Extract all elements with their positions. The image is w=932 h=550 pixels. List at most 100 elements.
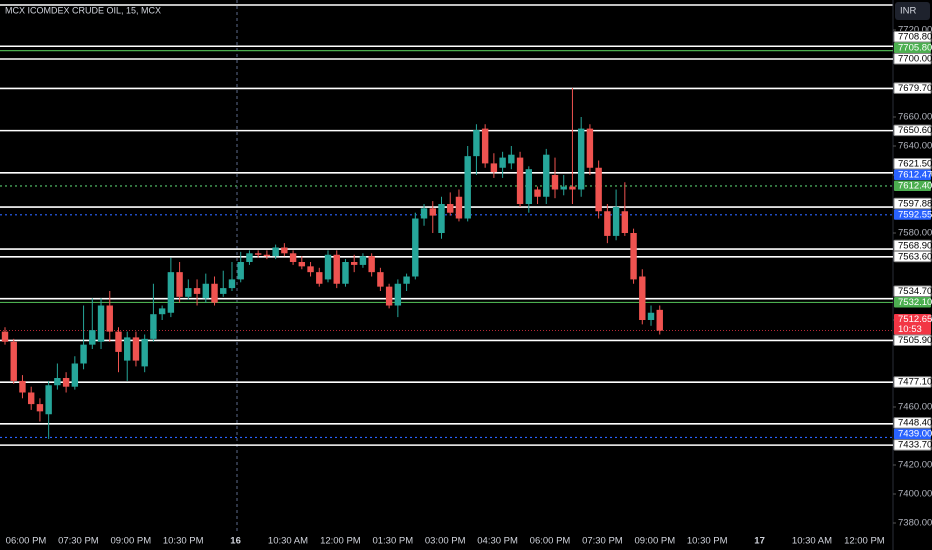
price-label: 7705.80 bbox=[898, 43, 932, 54]
price-label: 7621.50 bbox=[898, 159, 932, 170]
candle-body bbox=[420, 208, 428, 219]
price-label-box bbox=[893, 439, 932, 451]
candle-body bbox=[429, 208, 436, 216]
x-tick-label: 06:00 PM bbox=[6, 536, 47, 547]
y-tick-label: 7660.00 bbox=[898, 112, 932, 123]
candle-body bbox=[656, 309, 663, 331]
x-tick-label: 09:00 PM bbox=[110, 536, 151, 547]
candle-body bbox=[141, 338, 148, 367]
currency[interactable]: INR bbox=[900, 6, 917, 17]
price-label-box bbox=[894, 180, 931, 192]
candle-body bbox=[263, 254, 271, 257]
candle-body bbox=[289, 253, 297, 262]
candle-body bbox=[342, 262, 349, 284]
candle-body bbox=[89, 330, 96, 345]
x-tick-label: 03:00 PM bbox=[425, 536, 466, 547]
price-label-box bbox=[893, 417, 932, 429]
candle-body bbox=[124, 337, 131, 361]
x-tick-label: 10:30 PM bbox=[687, 536, 728, 547]
candle-body bbox=[19, 380, 26, 393]
x-tick-label: 10:30 AM bbox=[792, 536, 832, 547]
candle-body bbox=[132, 337, 140, 361]
candle-body bbox=[281, 247, 288, 254]
candle-body bbox=[150, 314, 157, 339]
x-tick-label: 06:00 PM bbox=[530, 536, 571, 547]
candle-body bbox=[612, 206, 620, 236]
price-label-box bbox=[894, 296, 931, 308]
price-label-box bbox=[893, 31, 932, 43]
candle-body bbox=[447, 204, 454, 213]
currency-box[interactable] bbox=[895, 2, 930, 20]
candle-body bbox=[324, 254, 332, 280]
y-tick-label: 7640.00 bbox=[898, 141, 932, 152]
candle-body bbox=[403, 276, 410, 284]
candle-body bbox=[481, 128, 489, 164]
candle-body bbox=[473, 130, 480, 157]
candle-body bbox=[595, 167, 602, 212]
candle-body bbox=[368, 256, 375, 273]
price-label-box bbox=[893, 124, 932, 137]
candle-body bbox=[80, 344, 87, 364]
chart-title: MCX ICOMDEX CRUDE OIL, 15, MCX bbox=[5, 5, 161, 15]
price-label: 7512.65 bbox=[898, 314, 932, 325]
candle-body bbox=[647, 312, 655, 320]
candle-body bbox=[464, 156, 471, 219]
price-label-box bbox=[893, 53, 932, 65]
candle-body bbox=[333, 254, 340, 284]
price-label-box bbox=[894, 209, 931, 220]
candle-body bbox=[193, 288, 201, 294]
candle-body bbox=[351, 262, 358, 265]
candle-body bbox=[438, 204, 445, 233]
candle-body bbox=[228, 279, 236, 289]
candle-body bbox=[543, 154, 550, 197]
price-label: 7534.70 bbox=[898, 286, 932, 297]
candle-body bbox=[377, 272, 384, 287]
y-tick-label: 7420.00 bbox=[898, 460, 932, 471]
x-tick-label: 07:30 PM bbox=[58, 536, 99, 547]
candle-body bbox=[499, 157, 506, 168]
candle-body bbox=[220, 288, 227, 294]
price-label: 7433.70 bbox=[898, 440, 932, 451]
candle-body bbox=[298, 262, 306, 267]
x-tick-label: 16 bbox=[230, 536, 241, 547]
x-tick-label: 09:00 PM bbox=[634, 536, 675, 547]
x-tick-label: 17 bbox=[754, 536, 765, 547]
x-tick-label: 10:30 AM bbox=[268, 536, 308, 547]
candle-body bbox=[71, 363, 79, 387]
price-label: 7592.55 bbox=[898, 209, 932, 220]
candle-body bbox=[359, 256, 367, 265]
price-label: 7700.00 bbox=[898, 54, 932, 65]
price-label-box bbox=[893, 197, 932, 210]
y-tick-label: 7400.00 bbox=[898, 489, 932, 500]
price-label: 7708.80 bbox=[898, 32, 932, 43]
price-label: 7439.00 bbox=[898, 429, 932, 440]
candle-body bbox=[254, 253, 262, 255]
candle-body bbox=[237, 262, 244, 280]
candle-body bbox=[167, 272, 175, 313]
candle-body bbox=[27, 392, 35, 405]
price-label-box bbox=[893, 239, 932, 252]
price-label: 7532.10 bbox=[898, 297, 932, 308]
y-tick-label: 7380.00 bbox=[898, 518, 932, 529]
candle-body bbox=[176, 272, 183, 297]
candle-body bbox=[569, 186, 576, 190]
price-label: 7597.88 bbox=[898, 198, 932, 209]
y-tick-label: 7720.00 bbox=[898, 25, 932, 36]
candle-body bbox=[525, 169, 532, 204]
candle-body bbox=[586, 128, 594, 168]
price-label: 7477.10 bbox=[898, 377, 932, 388]
candle-body bbox=[534, 189, 541, 197]
candle-body bbox=[508, 154, 515, 164]
candle-body bbox=[246, 253, 253, 262]
candle-body bbox=[621, 211, 629, 233]
candle-body bbox=[455, 196, 463, 219]
x-tick-label: 10:30 PM bbox=[163, 536, 204, 547]
candle-body bbox=[516, 157, 524, 204]
y-tick-label: 7580.00 bbox=[898, 228, 932, 239]
candle-body bbox=[412, 218, 419, 277]
candle-body bbox=[36, 404, 44, 412]
price-label-box bbox=[893, 82, 932, 94]
price-label-box bbox=[894, 42, 931, 53]
